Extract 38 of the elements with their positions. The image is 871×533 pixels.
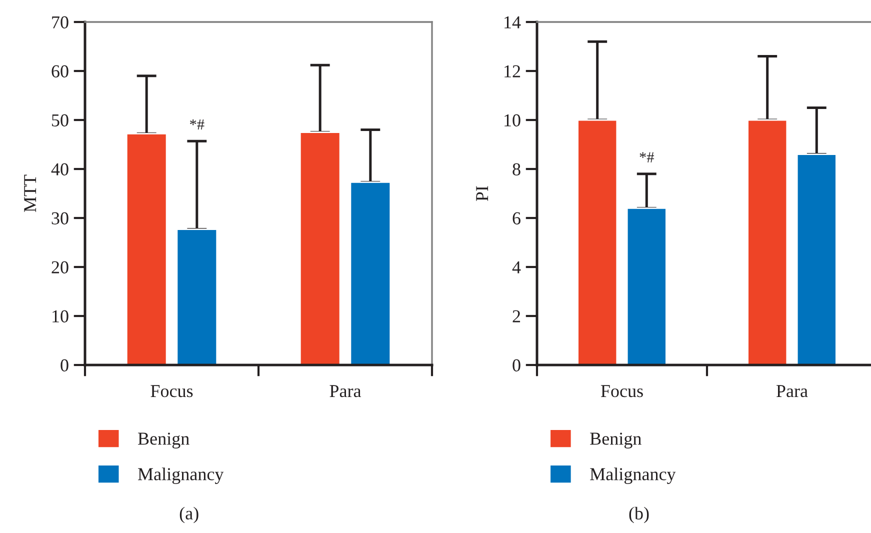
text: (a) [180,506,198,524]
bar [747,119,788,365]
bar [796,154,837,365]
text: (b) [629,506,649,524]
x-tick-label: Para [330,385,362,398]
legend-label: Malignancy [590,468,676,484]
x-tick-label: Focus [600,385,643,398]
y-tick-label: 50 [52,114,68,126]
x-tick-label: Para [776,385,808,398]
bar [176,228,218,365]
y-tick-label: 12 [504,65,520,78]
y-tick-label: 2 [512,310,520,322]
x-tick-label: Focus [150,385,193,398]
y-axis-title: PI [476,186,488,202]
y-tick-label: 30 [52,212,68,224]
y-tick-label: 70 [52,16,68,28]
y-tick-label: 8 [512,163,520,176]
y-axis-title: MTT [24,174,36,212]
bar [299,132,341,365]
y-tick-label: 60 [52,65,68,78]
y-tick-label: 4 [512,261,521,274]
y-tick-label: 40 [51,163,68,176]
y-tick-label: 10 [52,310,68,322]
legend-label: Benign [138,432,190,449]
y-tick-label: 0 [512,359,520,372]
bar [626,208,667,365]
legend-label: Benign [590,432,642,449]
bar [577,119,618,365]
bar [350,182,392,365]
annotation: *# [190,119,204,130]
legend-label: Malignancy [138,468,224,484]
y-tick-label: 10 [504,114,520,126]
y-tick-label: 20 [52,261,68,274]
y-tick-label: 6 [512,212,520,224]
y-tick-label: 14 [504,16,521,28]
annotation: *# [640,152,654,162]
bar [126,133,168,365]
y-tick-label: 0 [60,359,68,372]
